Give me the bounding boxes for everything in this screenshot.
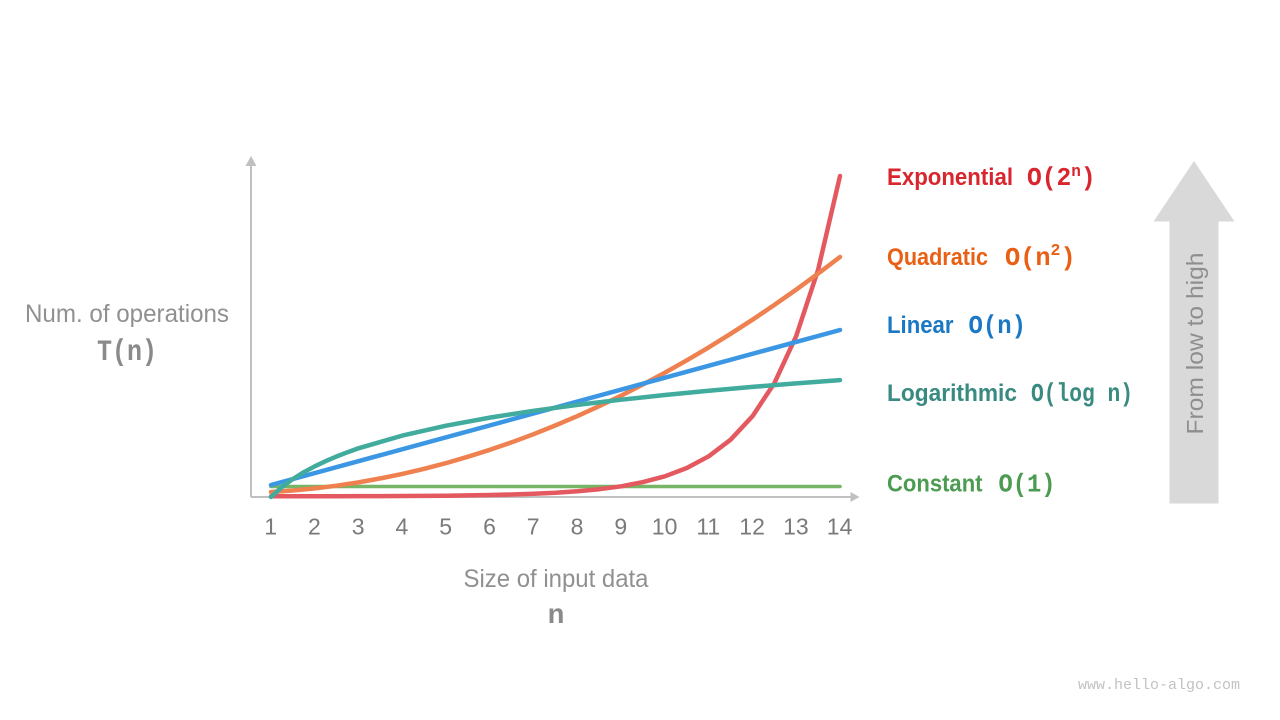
svg-text:Size of input data: Size of input data xyxy=(464,565,649,593)
svg-text:8: 8 xyxy=(571,514,584,540)
svg-text:O(n2): O(n2) xyxy=(1005,242,1076,273)
svg-text:Num. of operations: Num. of operations xyxy=(25,300,229,328)
svg-text:7: 7 xyxy=(527,514,540,540)
svg-text:14: 14 xyxy=(827,514,853,540)
svg-text:Logarithmic: Logarithmic xyxy=(887,380,1017,407)
svg-text:O(1): O(1) xyxy=(999,470,1056,500)
svg-text:12: 12 xyxy=(739,514,765,540)
svg-text:2: 2 xyxy=(308,514,321,540)
svg-text:5: 5 xyxy=(439,514,452,540)
svg-text:3: 3 xyxy=(352,514,365,540)
svg-text:Quadratic: Quadratic xyxy=(887,244,988,271)
svg-text:From low to high: From low to high xyxy=(1182,253,1208,435)
svg-text:O(log n): O(log n) xyxy=(1031,379,1133,409)
svg-text:T(n): T(n) xyxy=(97,336,157,370)
svg-text:13: 13 xyxy=(783,514,809,540)
svg-text:10: 10 xyxy=(652,514,678,540)
svg-text:Linear: Linear xyxy=(887,312,954,339)
svg-text:11: 11 xyxy=(696,514,720,540)
svg-text:1: 1 xyxy=(264,514,277,540)
svg-text:www.hello-algo.com: www.hello-algo.com xyxy=(1078,677,1240,694)
svg-text:n: n xyxy=(548,601,565,632)
svg-text:O(n): O(n) xyxy=(969,311,1027,341)
svg-text:Exponential: Exponential xyxy=(887,164,1013,191)
svg-text:O(2n): O(2n) xyxy=(1027,162,1096,194)
svg-text:Constant: Constant xyxy=(887,471,983,498)
svg-text:6: 6 xyxy=(483,514,496,540)
svg-text:9: 9 xyxy=(614,514,627,540)
svg-text:4: 4 xyxy=(396,514,409,540)
